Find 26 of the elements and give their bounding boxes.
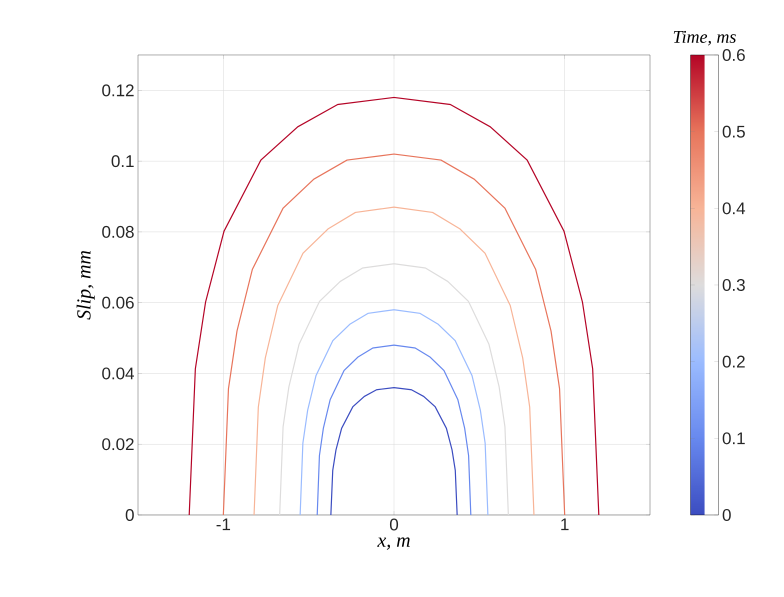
color-bar-label: 0.5 <box>722 126 745 138</box>
x-axis-title: x, m <box>377 537 410 550</box>
line-series <box>188 96 600 515</box>
line-series <box>222 153 566 515</box>
y-tick-label: 0.04 <box>102 367 134 380</box>
y-tick-label: 0.06 <box>102 296 134 309</box>
color-bar-label: 0.1 <box>722 432 745 444</box>
line-series <box>253 206 535 515</box>
y-axis-title: Slip, mm <box>76 250 95 320</box>
y-tick-label: 0.08 <box>102 226 134 238</box>
color-bar-label: 0.6 <box>722 48 745 61</box>
color-bar-label: 0.2 <box>722 356 745 368</box>
x-tick-label: -1 <box>216 518 230 530</box>
color-bar-title: Time, ms <box>674 30 736 46</box>
line-series <box>300 309 488 515</box>
color-bar-label: 0 <box>722 508 731 521</box>
y-tick-label: 0 <box>126 508 134 521</box>
color-bar-label: 0.3 <box>722 278 745 291</box>
x-tick-label: 0 <box>390 518 398 530</box>
y-tick-label: 0.1 <box>112 155 134 168</box>
y-tick-label: 0.02 <box>102 438 134 450</box>
y-tick-label: 0.12 <box>102 84 134 96</box>
line-series <box>316 344 472 515</box>
color-bar-label: 0.4 <box>722 202 746 214</box>
x-tick-label: 1 <box>561 518 569 530</box>
line-series <box>330 387 458 515</box>
